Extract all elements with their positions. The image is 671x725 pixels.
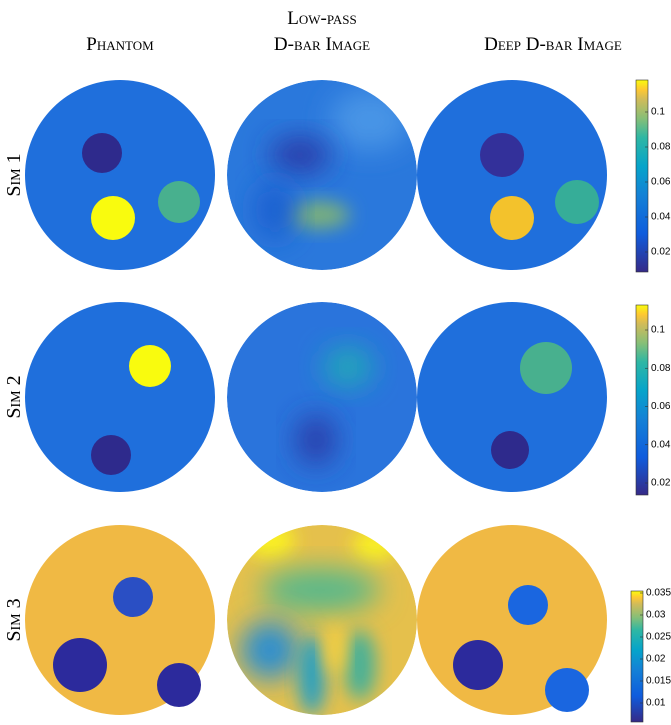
image-dbar	[227, 525, 417, 715]
colorbar-tick-label: 0.06	[651, 177, 671, 188]
colorbar-tick-label: 0.01	[646, 698, 666, 709]
column-header: D-bar Image	[274, 34, 370, 55]
colorbar	[635, 304, 649, 496]
colorbar-tick-label: 0.06	[651, 401, 671, 412]
image-dbar	[227, 302, 417, 492]
colorbar	[630, 590, 644, 723]
column-header: Low-pass	[287, 8, 356, 29]
image-deep-dbar	[417, 525, 607, 715]
colorbar-ticks: 0.1 0.08 0.06 0.04 0.02 0.1 0.08 0.06 0.04 0.02 0.…	[640, 107, 671, 709]
colorbar-tick-label: 0.02	[646, 654, 666, 665]
row-label: Sim 3	[3, 598, 25, 641]
colorbar-tick-label: 0.02	[651, 247, 671, 258]
colorbar-tick-label: 0.025	[646, 632, 671, 643]
colorbar-tick-label: 0.08	[651, 142, 671, 153]
colorbar-tick-label: 0.015	[646, 676, 671, 687]
colorbar	[635, 79, 649, 273]
colorbar-tick-label: 0.04	[651, 439, 671, 450]
image-phantom	[25, 525, 215, 715]
colorbar-tick-label: 0.035	[646, 588, 671, 599]
column-header: Deep D-bar Image	[484, 34, 622, 55]
column-header: Phantom	[86, 34, 154, 55]
image-dbar	[227, 80, 417, 270]
colorbar-tick-label: 0.02	[651, 478, 671, 489]
colorbar-tick-label: 0.1	[651, 325, 665, 336]
row-label: Sim 1	[3, 153, 25, 196]
image-deep-dbar	[417, 80, 607, 270]
image-deep-dbar	[417, 302, 607, 492]
image-phantom	[25, 302, 215, 492]
colorbar-tick-label: 0.1	[651, 107, 665, 118]
row-label: Sim 2	[3, 375, 25, 418]
colorbar-tick-label: 0.08	[651, 363, 671, 374]
image-phantom	[25, 80, 215, 270]
colorbar-tick-label: 0.03	[646, 610, 666, 621]
colorbar-tick-label: 0.04	[651, 212, 671, 223]
